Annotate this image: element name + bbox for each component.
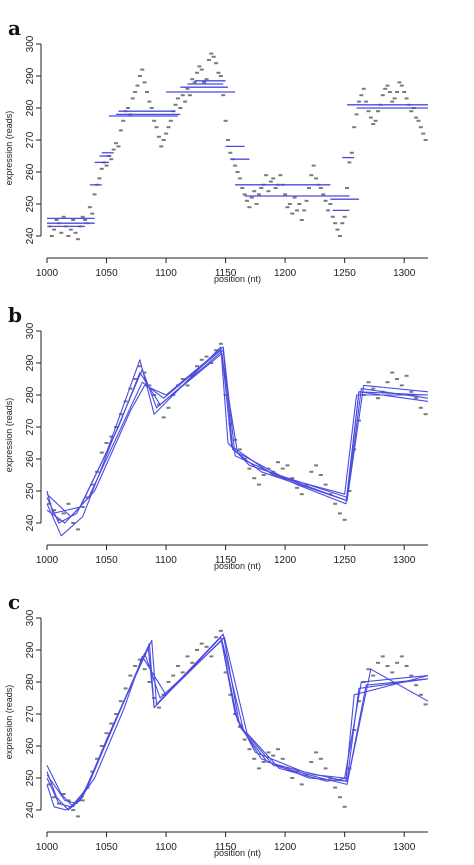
y-tick-label: 280: [25, 673, 36, 690]
x-tick-label: 1100: [155, 842, 177, 853]
y-tick-label: 270: [25, 705, 36, 722]
x-tick-label: 1200: [274, 842, 297, 853]
y-axis-label: expression (reads): [4, 398, 14, 473]
panel-label-a: a: [8, 16, 21, 40]
fit-curve: [46, 639, 429, 808]
panel-c: c 1000 1050 1100 1150 1200 1250 1300 240 250 260 2…: [0, 574, 474, 861]
y-tick-label: 300: [25, 609, 36, 626]
y-tick-label: 300: [25, 35, 36, 52]
chart-panel-b: 1000 1050 1100 1150 1200 1250 1300 240 250 260 270…: [4, 322, 429, 571]
x-tick-label: 1000: [36, 842, 59, 853]
y-tick-label: 280: [25, 99, 36, 116]
x-tick-label: 1300: [393, 555, 416, 566]
y-tick-label: 270: [25, 131, 36, 148]
y-tick-label: 260: [25, 450, 36, 467]
x-tick-label: 1200: [274, 268, 297, 279]
x-tick-label: 1150: [215, 268, 237, 279]
panel-label-c: c: [8, 590, 21, 614]
chart-panel-a: 1000 1050 1100 1150 1200 1250 1300 240 250 260 270…: [4, 35, 428, 284]
x-tick-label: 1000: [36, 555, 59, 566]
x-tick-label: 1050: [95, 842, 118, 853]
y-tick-label: 240: [25, 801, 36, 818]
fit-curve: [46, 636, 429, 811]
y-tick-label: 260: [25, 737, 36, 754]
fit-curve: [46, 349, 429, 537]
x-tick-label: 1300: [393, 842, 416, 853]
y-tick-label: 250: [25, 769, 36, 786]
y-tick-label: 290: [25, 67, 36, 84]
x-tick-label: 1300: [393, 268, 416, 279]
fit-curve: [46, 636, 429, 805]
chart-panel-c: 1000 1050 1100 1150 1200 1250 1300 240 250 260 270…: [4, 609, 429, 858]
y-tick-label: 260: [25, 163, 36, 180]
x-axis-label: position (nt): [214, 848, 261, 858]
x-tick-label: 1100: [155, 268, 177, 279]
x-tick-label: 1250: [334, 268, 357, 279]
x-tick-label: 1150: [215, 842, 237, 853]
y-tick-label: 240: [25, 514, 36, 531]
x-axis-label: position (nt): [214, 274, 261, 284]
x-tick-label: 1000: [36, 268, 59, 279]
panel-a: a 1000 1050 1100 1150 1200 1250 1300 240 250 260 2…: [0, 0, 474, 287]
x-tick-label: 1200: [274, 555, 297, 566]
x-tick-label: 1150: [215, 555, 237, 566]
x-tick-label: 1050: [95, 555, 118, 566]
x-tick-label: 1250: [334, 555, 357, 566]
y-tick-label: 290: [25, 354, 36, 371]
fit-curve: [46, 352, 428, 514]
x-tick-label: 1100: [155, 555, 177, 566]
fit-curve: [46, 346, 429, 518]
y-tick-label: 240: [25, 227, 36, 244]
y-tick-label: 250: [25, 482, 36, 499]
y-tick-label: 270: [25, 418, 36, 435]
panel-b: b 1000 1050 1100 1150 1200 1250 1300 240 250 260 2…: [0, 287, 474, 574]
fit-curve: [46, 346, 429, 524]
y-tick-label: 300: [25, 322, 36, 339]
y-axis-label: expression (reads): [4, 111, 14, 186]
y-tick-label: 290: [25, 641, 36, 658]
y-tick-label: 250: [25, 195, 36, 212]
fit-curve: [46, 349, 429, 524]
y-tick-label: 280: [25, 386, 36, 403]
x-axis-label: position (nt): [214, 561, 261, 571]
fit-curve: [46, 636, 429, 811]
panel-label-b: b: [8, 303, 22, 327]
x-tick-label: 1050: [95, 268, 118, 279]
y-axis-label: expression (reads): [4, 685, 14, 760]
x-tick-label: 1250: [334, 842, 357, 853]
